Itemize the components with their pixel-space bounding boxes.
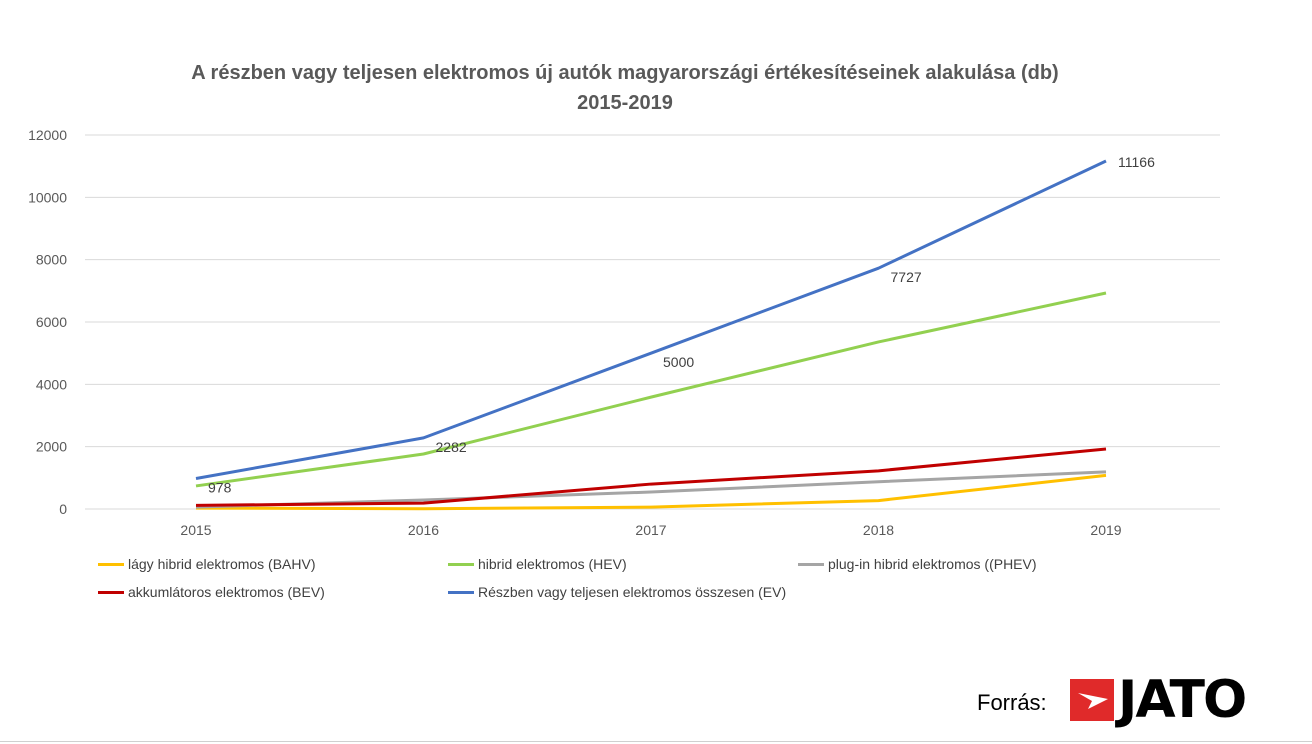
y-tick-label: 10000 xyxy=(28,189,67,205)
subtitle-line: 2015-2019 xyxy=(577,92,673,114)
legend-label: akkumlátoros elektromos (BEV) xyxy=(128,584,325,600)
legend-swatch xyxy=(448,590,474,594)
legend-swatch xyxy=(98,590,124,594)
legend-swatch xyxy=(798,562,824,566)
legend-item: Részben vagy teljesen elektromos összese… xyxy=(448,584,786,600)
legend-item: lágy hibrid elektromos (BAHV) xyxy=(98,556,316,572)
legend-item: plug-in hibrid elektromos ((PHEV) xyxy=(798,556,1037,572)
y-tick-label: 2000 xyxy=(36,439,67,455)
data-label: 2282 xyxy=(436,439,467,455)
y-tick-label: 6000 xyxy=(36,314,67,330)
x-tick-label: 2019 xyxy=(1090,522,1121,538)
series-line xyxy=(195,159,1107,480)
legend-label: Részben vagy teljesen elektromos összese… xyxy=(478,584,787,600)
x-tick-label: 2016 xyxy=(408,522,439,538)
logo-text: JATO xyxy=(1118,670,1247,730)
legend-label: hibrid elektromos (HEV) xyxy=(478,556,627,572)
legend-item: hibrid elektromos (HEV) xyxy=(448,556,627,572)
jato-arrow-icon xyxy=(1070,679,1114,721)
source-label: Forrás: xyxy=(977,690,1047,715)
data-label: 11166 xyxy=(1118,154,1155,170)
chart-title: A részben vagy teljesen elektromos új au… xyxy=(0,58,1250,118)
divider xyxy=(0,741,1312,742)
y-tick-label: 4000 xyxy=(36,376,67,392)
y-tick-label: 8000 xyxy=(36,252,67,268)
jato-logo: JATO xyxy=(1070,670,1247,730)
legend-swatch xyxy=(448,562,474,566)
legend-label: plug-in hibrid elektromos ((PHEV) xyxy=(828,556,1037,572)
x-tick-label: 2017 xyxy=(635,522,666,538)
legend-swatch xyxy=(98,562,124,566)
y-tick-label: 12000 xyxy=(28,127,67,143)
x-tick-label: 2018 xyxy=(863,522,894,538)
data-label: 5000 xyxy=(663,354,694,370)
data-label: 978 xyxy=(208,480,232,496)
legend-label: lágy hibrid elektromos (BAHV) xyxy=(128,556,316,572)
title-line: A részben vagy teljesen elektromos új au… xyxy=(191,62,1059,84)
legend-item: akkumlátoros elektromos (BEV) xyxy=(98,584,325,600)
y-tick-label: 0 xyxy=(59,501,67,517)
line-chart: 0 2000 4000 6000 8000 10000 12000 2015 2016 2017 2… xyxy=(28,127,1220,538)
x-tick-label: 2015 xyxy=(180,522,211,538)
data-label: 7727 xyxy=(891,269,922,285)
